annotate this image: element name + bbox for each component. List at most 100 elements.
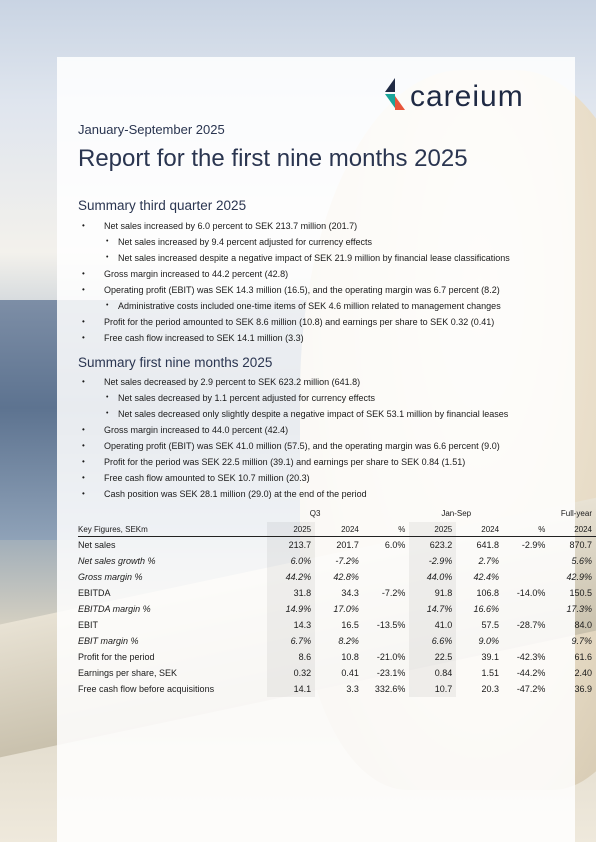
table-row: EBITDA margin % 14.9% 17.0% 14.7% 16.6% 17.3%: [78, 601, 596, 617]
table-cell: -21.0%: [376, 652, 406, 662]
table-row: Net sales 213.7 201.7 6.0% 623.2 641.8 -2.9% 87…: [78, 536, 596, 553]
bullet-item: Operating profit (EBIT) was SEK 14.3 mil…: [78, 282, 510, 298]
table-cell: -28.7%: [516, 620, 546, 630]
table-cell: [363, 553, 410, 569]
bullet-item: Profit for the period was SEK 22.5 milli…: [78, 454, 508, 470]
table-cell: 623.2: [409, 536, 457, 553]
row-label: EBIT: [78, 620, 99, 630]
row-label: Earnings per share, SEK: [78, 668, 178, 678]
table-cell: 44.2%: [267, 569, 316, 585]
row-label: EBITDA margin %: [78, 604, 151, 614]
nine-month-summary-heading: Summary first nine months 2025: [78, 355, 273, 370]
table-cell: 5.6%: [571, 556, 592, 566]
table-cell: 6.0%: [384, 540, 406, 550]
row-label: EBIT margin %: [78, 636, 139, 646]
group-full-year: Full-year: [560, 508, 592, 518]
table-row: Gross margin % 44.2% 42.8% 44.0% 42.4% 42.9%: [78, 569, 596, 585]
table-cell: 16.6%: [473, 604, 500, 614]
table-cell: 213.7: [267, 536, 316, 553]
col-key-figures: Key Figures, SEKm: [78, 522, 268, 537]
table-cell: 1.51: [481, 668, 500, 678]
table-cell: 6.7%: [267, 633, 316, 649]
bullet-item: Gross margin increased to 44.0 percent (…: [78, 422, 508, 438]
table-cell: 9.7%: [571, 636, 592, 646]
table-body: Net sales 213.7 201.7 6.0% 623.2 641.8 -2.9% 87…: [78, 536, 596, 697]
table-cell: 36.9: [574, 684, 592, 694]
table-cell: 0.32: [267, 665, 316, 681]
table-cell: 3.3: [346, 684, 359, 694]
col-q3-2025: 2025: [267, 522, 316, 537]
table-cell: 34.3: [341, 588, 359, 598]
table-cell: -2.9%: [521, 540, 546, 550]
row-label: Free cash flow before acquisitions: [78, 684, 215, 694]
table-cell: 44.0%: [409, 569, 457, 585]
table-cell: [363, 601, 410, 617]
bullet-item: Net sales decreased by 1.1 percent adjus…: [78, 390, 508, 406]
table-cell: 14.7%: [409, 601, 457, 617]
table-cell: 17.0%: [333, 604, 359, 614]
table-cell: -2.9%: [409, 553, 457, 569]
bullet-item: Profit for the period amounted to SEK 8.…: [78, 314, 510, 330]
table-cell: 641.8: [476, 540, 500, 550]
table-cell: -44.2%: [516, 668, 546, 678]
report-period: January-September 2025: [78, 122, 225, 137]
table-cell: 20.3: [481, 684, 500, 694]
table-cell: 61.6: [574, 652, 592, 662]
careium-logo: careium: [381, 73, 524, 121]
bullet-item: Cash position was SEK 28.1 million (29.0…: [78, 486, 508, 502]
table-cell: 8.2%: [338, 636, 359, 646]
table-cell: 0.84: [409, 665, 457, 681]
table-cell: 42.9%: [566, 572, 592, 582]
bullet-item: Net sales decreased by 2.9 percent to SE…: [78, 374, 508, 390]
bullet-item: Gross margin increased to 44.2 percent (…: [78, 266, 510, 282]
table-cell: 870.7: [569, 540, 592, 550]
table-row: Earnings per share, SEK 0.32 0.41 -23.1% 0.8…: [78, 665, 596, 681]
table-cell: 41.0: [409, 617, 457, 633]
row-label: Net sales growth %: [78, 556, 156, 566]
table-cell: 201.7: [336, 540, 359, 550]
table-cell: 14.9%: [267, 601, 316, 617]
bullet-item: Operating profit (EBIT) was SEK 41.0 mil…: [78, 438, 508, 454]
col-q3-pct: %: [362, 522, 410, 537]
col-jansep-2025: 2025: [409, 522, 457, 537]
table-cell: 150.5: [569, 588, 592, 598]
table-cell: 0.41: [341, 668, 359, 678]
bullet-item: Administrative costs included one-time i…: [78, 298, 510, 314]
careium-logo-icon: [385, 78, 405, 110]
table-cell: [363, 569, 410, 585]
table-cell: 16.5: [341, 620, 359, 630]
row-label: Net sales: [78, 540, 116, 550]
table-cell: 8.6: [267, 649, 316, 665]
table-cell: 14.1: [267, 681, 316, 697]
table-cell: 332.6%: [374, 684, 406, 694]
nine-month-summary-list: Net sales decreased by 2.9 percent to SE…: [78, 374, 508, 502]
col-q3-2024: 2024: [315, 522, 363, 537]
table-cell: -14.0%: [516, 588, 546, 598]
table-group-header: Q3 Jan-Sep Full-year: [78, 504, 596, 522]
col-jansep-2024: 2024: [456, 522, 504, 537]
logo-wordmark: careium: [410, 80, 524, 113]
group-jan-sep: Jan-Sep: [441, 508, 472, 518]
table-cell: 14.3: [267, 617, 316, 633]
group-q3: Q3: [309, 508, 321, 518]
table-cell: [503, 633, 549, 649]
table-cell: -23.1%: [376, 668, 406, 678]
table-cell: 17.3%: [566, 604, 592, 614]
table-cell: [363, 633, 410, 649]
table-cell: 91.8: [409, 585, 457, 601]
table-row: Free cash flow before acquisitions 14.1 3.…: [78, 681, 596, 697]
row-label: EBITDA: [78, 588, 111, 598]
table-cell: 84.0: [574, 620, 592, 630]
table-cell: 10.7: [409, 681, 457, 697]
table-cell: -7.2%: [335, 556, 359, 566]
table-row: Profit for the period 8.6 10.8 -21.0% 22.5 39…: [78, 649, 596, 665]
table-cell: 6.0%: [267, 553, 316, 569]
bullet-item: Free cash flow amounted to SEK 10.7 mill…: [78, 470, 508, 486]
table-cell: 31.8: [267, 585, 316, 601]
table-cell: 42.8%: [333, 572, 359, 582]
row-label: Gross margin %: [78, 572, 143, 582]
table-cell: -13.5%: [376, 620, 406, 630]
table-cell: 6.6%: [409, 633, 457, 649]
table-row: EBIT 14.3 16.5 -13.5% 41.0 57.5 -28.7% 84.0: [78, 617, 596, 633]
table-cell: -42.3%: [516, 652, 546, 662]
